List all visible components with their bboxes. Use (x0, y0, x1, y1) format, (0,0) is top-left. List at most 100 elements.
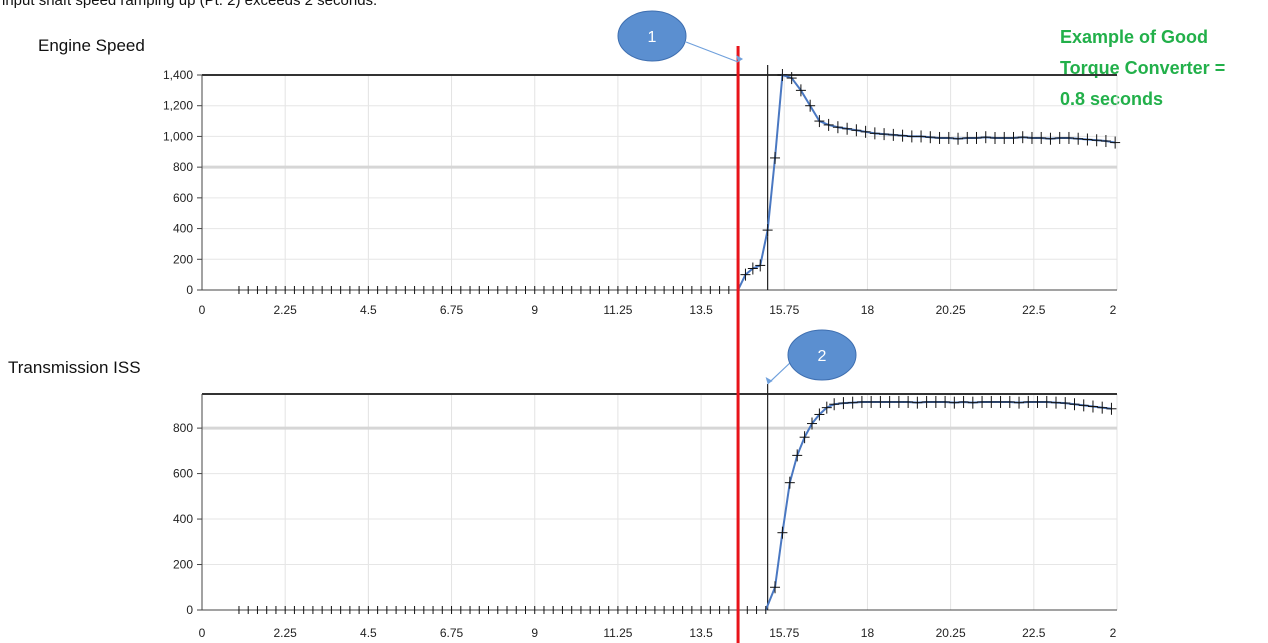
annotation-line-2: Torque Converter = (1060, 58, 1226, 78)
data-point (980, 131, 991, 144)
data-point (814, 408, 825, 421)
data-point (949, 396, 960, 409)
data-point (999, 131, 1010, 144)
marker-2: 2 (765, 329, 857, 385)
y-tick-label: 0 (186, 603, 193, 617)
data-point (958, 395, 969, 408)
y-tick-label: 400 (173, 512, 193, 526)
data-point (762, 224, 773, 237)
marker-arrowhead (736, 55, 744, 62)
x-tick-label: 18 (861, 626, 875, 640)
marker-1: 1 (617, 10, 744, 63)
y-tick-label: 400 (173, 222, 193, 236)
marker-circle (617, 10, 687, 62)
data-point (1063, 131, 1074, 144)
data-point (1036, 131, 1047, 144)
data-point (1060, 397, 1071, 410)
data-point (869, 127, 880, 140)
data-point (829, 398, 840, 411)
data-point (807, 417, 817, 430)
annotation-note: Example of Good Torque Converter = 0.8 s… (1060, 22, 1260, 115)
data-point (847, 396, 858, 409)
data-point (967, 396, 978, 409)
data-point (795, 84, 806, 97)
data-point (916, 130, 927, 143)
data-point (792, 449, 803, 462)
data-point (799, 431, 810, 444)
data-point (1026, 131, 1037, 144)
data-point (1087, 400, 1098, 413)
data-point (875, 395, 886, 408)
x-tick-label: 11.25 (603, 626, 632, 640)
data-point (930, 395, 941, 408)
data-point (1041, 395, 1052, 408)
data-point (842, 122, 853, 135)
data-point (755, 259, 766, 272)
y-tick-label: 1,200 (163, 99, 193, 113)
top-text: input shaft speed ramping up (Pt. 2) exc… (2, 0, 378, 9)
data-point (943, 131, 954, 144)
x-tick-label: 20.25 (936, 626, 966, 640)
data-point (1054, 131, 1065, 144)
data-point (838, 397, 849, 410)
data-point (740, 268, 751, 281)
data-point (888, 128, 899, 141)
data-point (1051, 396, 1061, 409)
y-tick-label: 200 (173, 252, 193, 266)
annotation-line-1: Example of Good (1060, 27, 1209, 47)
data-point (977, 395, 988, 408)
data-point (1110, 136, 1121, 149)
data-point (784, 476, 795, 489)
marker-arrow (685, 41, 739, 63)
x-tick-label: 9 (531, 626, 538, 640)
data-point (747, 262, 758, 275)
x-tick-label: 4.5 (360, 303, 377, 317)
y-tick-label: 600 (173, 467, 193, 481)
data-point (1017, 131, 1028, 144)
data-point (995, 395, 1006, 408)
data-point (1004, 395, 1015, 408)
data-point (962, 131, 973, 144)
y-tick-label: 600 (173, 191, 193, 205)
marker-circle (787, 329, 857, 381)
data-point (971, 131, 982, 144)
chart-title-transmission-iss: Transmission ISS (8, 358, 141, 377)
x-tick-label: 13.5 (689, 626, 713, 640)
data-point (934, 131, 945, 144)
y-tick-label: 800 (173, 421, 193, 435)
data-point (925, 131, 936, 144)
data-point (1106, 402, 1117, 415)
data-point (856, 395, 867, 408)
data-point (990, 131, 1000, 144)
data-point (897, 129, 908, 142)
y-tick-label: 200 (173, 558, 193, 572)
data-point (851, 124, 862, 137)
data-point (1091, 134, 1102, 147)
data-point (777, 69, 788, 81)
x-tick-label: 11.25 (603, 303, 632, 317)
data-point (1100, 135, 1111, 148)
data-point (1073, 132, 1084, 145)
data-point (940, 395, 951, 408)
data-point (777, 526, 788, 539)
data-point (893, 395, 904, 408)
data-point (1045, 132, 1056, 145)
data-point (1082, 133, 1093, 146)
series-line (764, 400, 1112, 611)
chart-panel: 0 2.25 4.5 6.75 9 11.25 13.5 15.75 18 20.25 22.5 20… (163, 65, 1121, 317)
x-tick-label: 2.25 (274, 626, 298, 640)
data-point (1078, 399, 1089, 412)
x-tick-label: 18 (861, 303, 875, 317)
y-tick-label: 1,400 (163, 68, 193, 82)
data-point (770, 151, 781, 164)
y-tick-label: 0 (186, 283, 193, 297)
y-tick-label: 800 (173, 160, 193, 174)
x-tick-label: 22.5 (1022, 626, 1046, 640)
marker-label: 2 (818, 348, 827, 365)
series-line (737, 73, 1116, 291)
data-point (921, 395, 932, 408)
data-point (953, 132, 964, 145)
data-point (903, 395, 914, 408)
x-tick-label: 0 (199, 303, 206, 317)
data-point (821, 401, 832, 414)
